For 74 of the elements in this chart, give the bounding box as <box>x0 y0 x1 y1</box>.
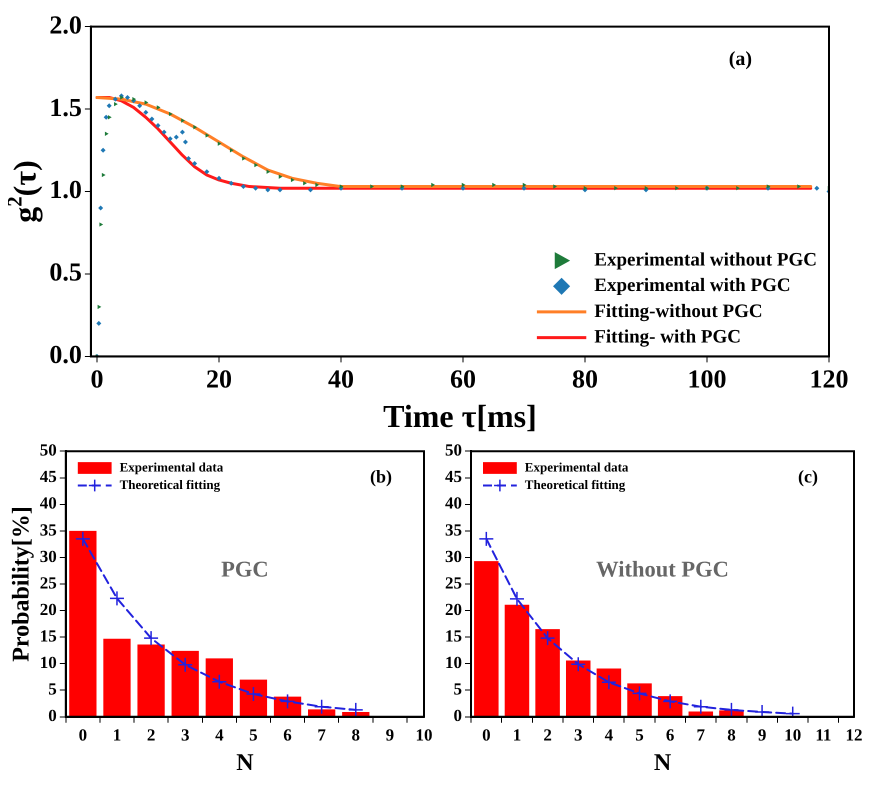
y-tick-label: 35 <box>40 520 57 540</box>
x-tick-label: 10 <box>784 725 802 744</box>
y-tick-label: 30 <box>40 546 57 566</box>
x-tick-label: 10 <box>416 725 432 744</box>
x-tick-label: 120 <box>810 364 848 394</box>
y-tick-label: 10 <box>40 653 57 672</box>
y-tick-label: 1.5 <box>49 92 82 122</box>
x-tick-label: 3 <box>180 725 190 744</box>
y-tick-label: 0 <box>48 706 57 726</box>
y-tick-label: 45 <box>40 467 57 486</box>
x-tick-label: 4 <box>215 725 224 744</box>
x-tick-label: 3 <box>574 725 582 744</box>
y-axis-title: Probability[%] <box>8 506 35 662</box>
x-tick-label: 8 <box>352 725 360 744</box>
y-tick-label: 0.5 <box>49 258 82 287</box>
y-tick-label: 25 <box>40 573 57 592</box>
annotation: (c) <box>798 466 818 486</box>
x-tick-label: 7 <box>696 725 706 744</box>
x-axis-title: N <box>654 750 672 776</box>
x-tick-label: 20 <box>206 364 232 394</box>
legend-label: Fitting-without PGC <box>594 300 763 322</box>
legend-label: Experimental data <box>524 459 629 474</box>
y-tick-label: 25 <box>445 573 462 592</box>
x-tick-label: 100 <box>688 364 726 394</box>
x-tick-label: 7 <box>317 725 326 744</box>
x-tick-label: 8 <box>727 725 736 744</box>
y-tick-label: 50 <box>40 440 57 460</box>
y-tick-label: 2.0 <box>49 10 82 40</box>
x-tick-label: 12 <box>846 725 862 744</box>
y-tick-label: 45 <box>445 467 462 486</box>
y-tick-label: 0 <box>454 706 462 726</box>
y-tick-label: 0.0 <box>49 340 82 370</box>
y-tick-label: 10 <box>445 653 462 672</box>
x-tick-label: 2 <box>146 725 156 744</box>
x-tick-label: 5 <box>635 725 644 744</box>
y-tick-label: 1.0 <box>49 175 82 204</box>
x-tick-label: 60 <box>450 364 476 394</box>
x-tick-label: 1 <box>512 725 522 744</box>
y-tick-label: 5 <box>48 680 57 699</box>
x-axis-title: N <box>236 750 254 776</box>
x-tick-label: 0 <box>482 725 491 744</box>
legend-label: Theoretical fitting <box>524 476 626 492</box>
x-tick-label: 40 <box>328 364 354 394</box>
y-tick-label: 30 <box>445 546 462 566</box>
x-tick-label: 4 <box>604 725 614 744</box>
x-tick-label: 11 <box>815 725 832 744</box>
x-tick-label: 6 <box>283 725 292 744</box>
x-tick-label: 9 <box>758 725 766 744</box>
legend-label: Fitting- with PGC <box>594 326 742 348</box>
x-axis-title: Time τ[ms] <box>383 398 537 434</box>
x-tick-label: 0 <box>90 364 104 394</box>
annotation: (b) <box>370 466 392 486</box>
legend-label: Experimental without PGC <box>594 250 818 271</box>
y-tick-label: 40 <box>40 494 57 513</box>
y-tick-label: 15 <box>40 626 57 646</box>
annotation: Without PGC <box>596 556 729 582</box>
x-tick-label: 5 <box>249 725 258 744</box>
x-tick-label: 6 <box>666 725 674 744</box>
x-tick-label: 9 <box>386 725 394 744</box>
y-tick-label: 20 <box>40 600 57 619</box>
x-tick-label: 2 <box>543 725 552 744</box>
legend-label: Experimental data <box>120 459 224 474</box>
x-tick-label: 1 <box>112 725 122 744</box>
annotation: (a) <box>728 48 752 70</box>
y-tick-label: 20 <box>445 600 462 619</box>
annotation: PGC <box>221 556 269 582</box>
y-tick-label: 40 <box>445 494 462 513</box>
y-tick-label: 5 <box>454 680 462 699</box>
legend-label: Theoretical fitting <box>120 476 221 492</box>
y-tick-label: 50 <box>445 440 462 460</box>
legend-label: Experimental with PGC <box>594 275 791 296</box>
y-tick-label: 15 <box>445 626 462 646</box>
x-tick-label: 80 <box>572 364 598 394</box>
y-tick-label: 35 <box>445 520 462 540</box>
